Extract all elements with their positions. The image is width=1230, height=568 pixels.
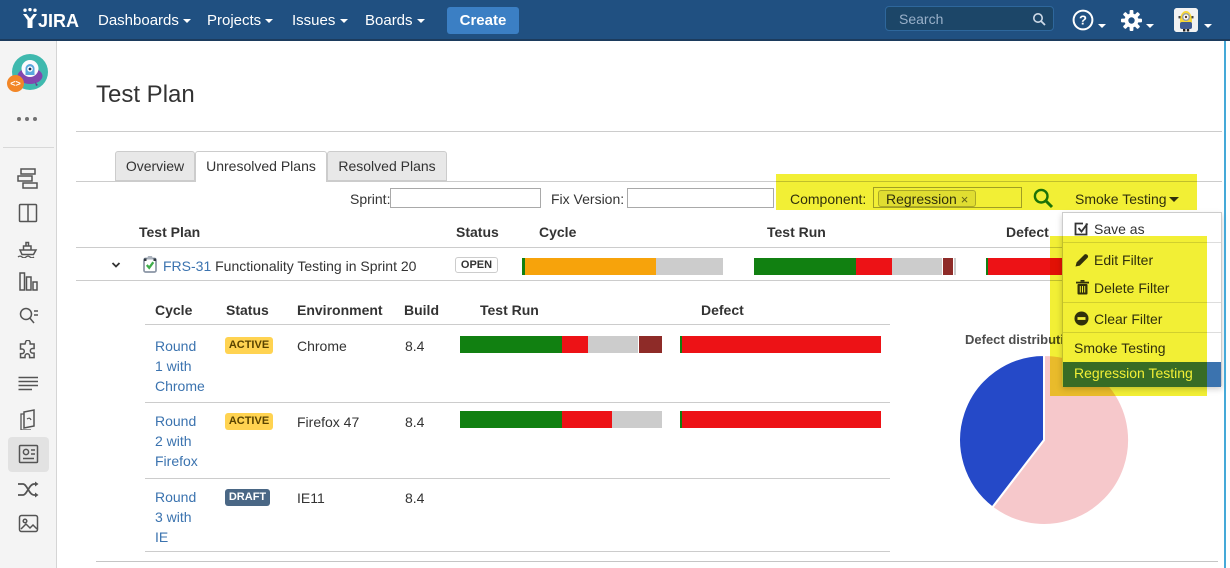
svg-text:?: ?	[1079, 13, 1087, 28]
svg-text:<>: <>	[10, 79, 21, 89]
